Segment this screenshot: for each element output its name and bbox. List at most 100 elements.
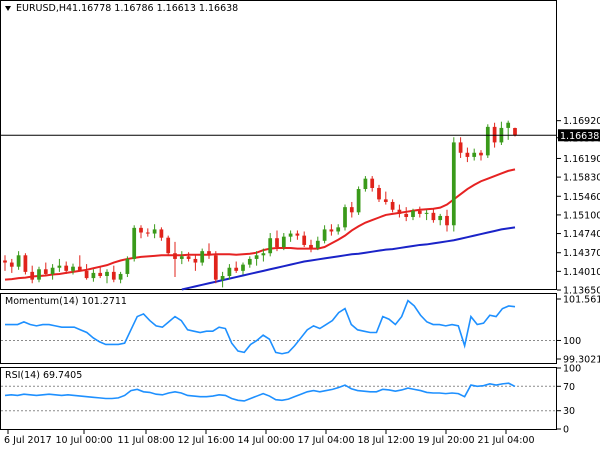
candle-body xyxy=(445,215,449,226)
moving-averages xyxy=(4,168,516,291)
candle-body xyxy=(57,265,62,268)
current-price-box xyxy=(558,129,600,142)
candle xyxy=(254,251,259,266)
candle xyxy=(288,230,293,242)
candle-body xyxy=(411,210,415,217)
oscillator-line xyxy=(5,299,516,355)
candle-body xyxy=(431,212,436,221)
candle-body xyxy=(309,244,313,249)
collapse-triangle-icon[interactable] xyxy=(5,6,11,11)
candle-body xyxy=(139,227,143,233)
candle xyxy=(363,176,368,192)
candle xyxy=(186,252,191,262)
candle-body xyxy=(37,269,41,280)
candle-body xyxy=(159,229,164,238)
candle-body xyxy=(506,122,511,128)
candle-body xyxy=(145,232,150,234)
price-tick-label: 1.16190 xyxy=(563,154,600,165)
candle-body xyxy=(329,229,334,232)
candle-body xyxy=(16,255,21,267)
candle xyxy=(261,248,266,262)
candle xyxy=(383,191,388,205)
candle xyxy=(309,239,313,253)
candle xyxy=(105,269,109,284)
price-tick-label: 1.15100 xyxy=(563,210,600,221)
candle-body xyxy=(111,271,116,280)
momentum-title: Momentum(14) 101.2711 xyxy=(5,296,127,307)
price-panel-border xyxy=(0,0,557,290)
candle xyxy=(281,233,286,251)
candle-body xyxy=(207,251,211,256)
time-tick-label: 10 Jul 00:00 xyxy=(56,435,113,446)
price-tick-label: 1.14370 xyxy=(563,248,600,259)
momentum-panel-border xyxy=(0,293,557,364)
time-tick-label: 17 Jul 04:00 xyxy=(298,435,355,446)
candle xyxy=(118,271,123,284)
rsi-series: 100 70 30 0 xyxy=(1,364,581,436)
candle xyxy=(16,251,21,270)
candle xyxy=(268,233,273,257)
candle-body xyxy=(458,142,463,153)
candle xyxy=(275,230,279,252)
price-tick-label: 1.14010 xyxy=(563,267,600,278)
candle-body xyxy=(363,178,368,190)
candle xyxy=(207,243,211,259)
price-tick-label: 1.15460 xyxy=(563,192,600,203)
candle xyxy=(200,248,205,266)
candle-body xyxy=(465,152,470,157)
time-tick-label: 18 Jul 12:00 xyxy=(358,435,415,446)
candle xyxy=(417,206,422,218)
candle-body xyxy=(132,227,137,259)
candle xyxy=(322,225,327,244)
candle-body xyxy=(50,267,55,274)
candle xyxy=(315,236,320,251)
candle xyxy=(193,255,198,271)
osc-tick-label: 101.5615 xyxy=(563,295,600,306)
candle-body xyxy=(43,269,48,274)
candle xyxy=(465,147,470,163)
time-tick-label: 21 Jul 04:00 xyxy=(478,435,535,446)
candle xyxy=(57,258,62,272)
current-price-label: 1.16638 xyxy=(560,131,599,142)
price-panel: EURUSD,H4 1.16778 1.16786 1.16613 1.1663… xyxy=(0,0,600,297)
candle xyxy=(506,120,511,140)
price-tick-label: 1.14740 xyxy=(563,229,600,240)
candle-body xyxy=(281,236,286,248)
candle xyxy=(166,235,171,256)
candle-body xyxy=(64,265,69,271)
candle-body xyxy=(125,258,130,274)
candle-body xyxy=(417,210,422,214)
candle-body xyxy=(383,199,388,202)
symbol-title: EURUSD,H4 xyxy=(16,3,72,14)
time-tick-label: 11 Jul 08:00 xyxy=(118,435,175,446)
candle xyxy=(139,225,143,239)
candle xyxy=(64,261,69,274)
osc-tick-label: 0 xyxy=(563,425,569,436)
candle-body xyxy=(513,128,517,136)
time-axis: 6 Jul 2017 10 Jul 00:00 11 Jul 08:00 12 Jul… xyxy=(4,430,534,446)
candle-body xyxy=(77,266,82,271)
ma-fast-line xyxy=(4,168,516,281)
candle-body xyxy=(3,260,7,263)
candle xyxy=(234,261,239,273)
candle-body xyxy=(186,256,191,259)
candle xyxy=(173,241,177,278)
time-tick-label: 12 Jul 16:00 xyxy=(178,435,235,446)
time-tick-label: 6 Jul 2017 xyxy=(4,435,52,446)
candle-body xyxy=(424,212,429,214)
price-tick-label: 1.13650 xyxy=(563,286,600,297)
candle xyxy=(370,176,375,192)
candle-body xyxy=(98,272,103,277)
candle xyxy=(485,124,490,158)
candle xyxy=(213,251,218,284)
candle xyxy=(91,269,96,282)
candle xyxy=(220,271,225,288)
rsi-title: RSI(14) 69.7405 xyxy=(5,370,82,381)
candle-body xyxy=(193,258,198,263)
candle xyxy=(98,266,103,279)
candle xyxy=(397,204,402,218)
candle xyxy=(431,208,436,223)
osc-tick-label: 70 xyxy=(563,382,575,393)
candle xyxy=(37,266,41,283)
candle xyxy=(377,184,381,202)
